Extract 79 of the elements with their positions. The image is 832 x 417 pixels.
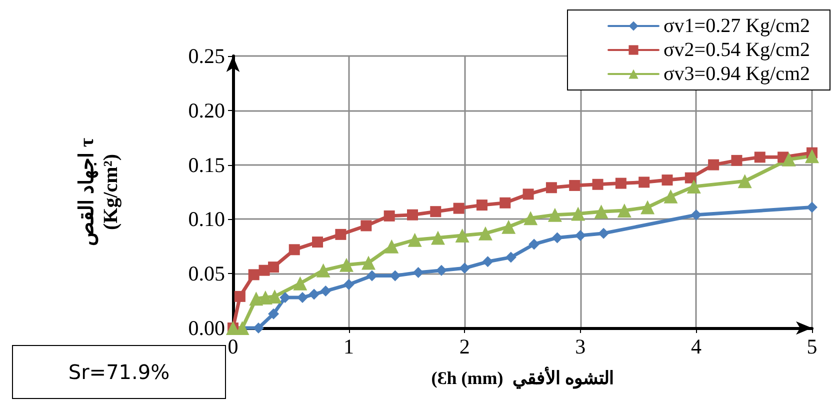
- point: [384, 239, 399, 254]
- point: [806, 202, 818, 213]
- point: [366, 270, 378, 282]
- point: [343, 278, 354, 290]
- y-tick-label: 0.20: [188, 98, 225, 122]
- point: [293, 276, 308, 290]
- point: [408, 232, 422, 247]
- point: [268, 308, 280, 320]
- point: [459, 262, 470, 274]
- point: [598, 228, 610, 239]
- point: [592, 178, 604, 190]
- y-tick-label: 0.10: [188, 207, 225, 232]
- point: [615, 178, 626, 189]
- point: [455, 228, 470, 243]
- point: [708, 159, 720, 170]
- point: [594, 204, 608, 219]
- point: [690, 209, 702, 220]
- point: [500, 197, 511, 208]
- x-axis-title: (Ɛh (mm) التشوه الأفقي: [431, 366, 614, 389]
- point: [548, 208, 562, 222]
- point: [805, 149, 819, 164]
- point: [360, 220, 372, 232]
- x-tick-label: 4: [690, 334, 702, 358]
- point: [738, 174, 752, 188]
- point: [524, 211, 538, 226]
- point: [384, 210, 395, 222]
- point: [662, 174, 673, 186]
- point: [482, 256, 494, 268]
- point: [478, 226, 492, 240]
- point: [308, 288, 320, 300]
- x-tick-label: 0: [228, 334, 238, 358]
- point: [638, 176, 650, 188]
- y-tick-label: 0.00: [188, 316, 225, 340]
- point: [268, 262, 280, 273]
- point: [617, 203, 632, 218]
- point: [268, 289, 282, 304]
- x-tick-label: 5: [806, 334, 818, 358]
- x-tick-label: 3: [575, 334, 586, 358]
- point: [248, 269, 260, 280]
- legend-label: σv1=0.27 Kg/cm2: [664, 15, 810, 37]
- point: [430, 230, 445, 245]
- point: [684, 172, 696, 184]
- point: [505, 252, 516, 263]
- point: [546, 182, 557, 194]
- point: [436, 264, 447, 276]
- legend-label: σv3=0.94 Kg/cm2: [664, 63, 810, 85]
- point: [320, 286, 332, 297]
- point: [528, 238, 540, 250]
- point: [731, 154, 742, 166]
- point: [502, 220, 516, 234]
- legend-label: σv2=0.54 Kg/cm2: [664, 39, 810, 61]
- point: [569, 180, 580, 191]
- point: [453, 202, 464, 214]
- point: [412, 267, 424, 278]
- point: [686, 180, 701, 194]
- point: [339, 258, 354, 272]
- point: [234, 290, 246, 302]
- text: Sr=71.9%: [12, 345, 226, 399]
- point: [754, 152, 766, 163]
- point: [522, 188, 534, 200]
- point: [476, 200, 488, 211]
- y-tick-label: 0.05: [188, 262, 225, 286]
- point: [574, 230, 586, 242]
- point: [312, 236, 324, 248]
- point: [552, 232, 563, 244]
- x-tick-label: 1: [344, 334, 354, 358]
- x-tick-label: 2: [459, 334, 470, 358]
- point: [316, 263, 330, 278]
- point: [430, 206, 442, 218]
- y-tick-label: 0.25: [188, 44, 225, 68]
- point: [288, 244, 300, 256]
- point: [361, 256, 376, 270]
- point: [664, 189, 678, 204]
- point: [406, 209, 418, 220]
- point: [571, 206, 586, 221]
- point: [782, 152, 796, 166]
- point: [640, 200, 655, 214]
- point: [335, 228, 346, 240]
- y-tick-label: 0.15: [188, 152, 225, 177]
